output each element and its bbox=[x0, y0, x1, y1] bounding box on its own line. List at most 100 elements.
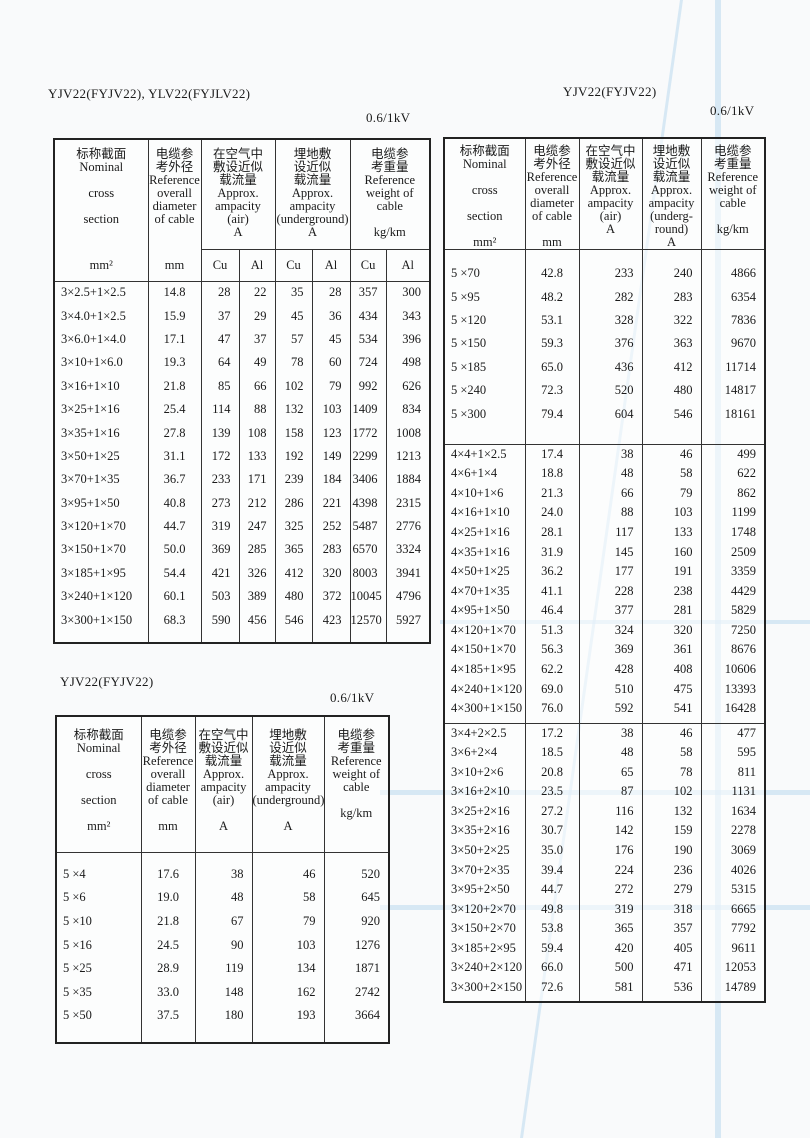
cell-value: 35 bbox=[274, 281, 313, 305]
cell-value: 37 bbox=[238, 327, 276, 352]
cell-value: 24.0 bbox=[524, 503, 580, 523]
spacer-cell bbox=[53, 631, 149, 643]
cell-value: 13393 bbox=[700, 679, 766, 699]
cell-section: 3×4+2×2.5 bbox=[443, 722, 526, 743]
cell-value: 79 bbox=[311, 374, 351, 398]
cell-value: 228 bbox=[578, 581, 643, 601]
cell-value: 79.4 bbox=[524, 402, 580, 426]
cell-value: 357 bbox=[349, 281, 387, 305]
cell-value: 72.3 bbox=[524, 378, 580, 403]
cell-value: 17.1 bbox=[147, 327, 202, 352]
cell-value: 142 bbox=[578, 821, 643, 841]
cell-value: 59.4 bbox=[524, 938, 580, 959]
cell-value: 2776 bbox=[385, 514, 431, 539]
cell-value: 626 bbox=[385, 374, 431, 398]
cell-value: 281 bbox=[641, 600, 702, 621]
cell-value: 595 bbox=[700, 742, 766, 763]
cell-value: 283 bbox=[311, 538, 351, 562]
cell-value: 238 bbox=[641, 581, 702, 601]
cell-value: 500 bbox=[578, 958, 643, 978]
table-row: 3×4.0+1×2.5 15.9 37 29 45 36 434 343 bbox=[53, 304, 431, 328]
cell-value: 1884 bbox=[385, 468, 431, 492]
cell-value: 12053 bbox=[700, 958, 766, 978]
cell-value: 28 bbox=[200, 281, 240, 305]
table-row: 3×50+2×25 35.0 176 190 3069 bbox=[443, 840, 766, 861]
cell-value: 66 bbox=[578, 483, 643, 504]
cell-section: 3×25+1×16 bbox=[53, 397, 149, 422]
cell-value: 361 bbox=[641, 640, 702, 660]
cell-value: 8003 bbox=[349, 561, 387, 586]
cell-value: 536 bbox=[641, 977, 702, 998]
cell-value: 37 bbox=[200, 304, 240, 328]
cell-value: 58 bbox=[641, 463, 702, 484]
cell-value: 2278 bbox=[700, 821, 766, 841]
cell-section: 4×95+1×50 bbox=[443, 600, 526, 621]
cell-section: 3×95+2×50 bbox=[443, 879, 526, 900]
cell-value: 42.8 bbox=[524, 262, 580, 286]
cell-value: 343 bbox=[385, 304, 431, 328]
cell-section: 3×50+1×25 bbox=[53, 444, 149, 469]
cell-value: 412 bbox=[274, 561, 313, 586]
cell-value: 328 bbox=[578, 308, 643, 333]
cell-value: 2315 bbox=[385, 491, 431, 515]
cell-value: 44.7 bbox=[524, 879, 580, 900]
cell-value: 117 bbox=[578, 522, 643, 543]
cell-section: 4×240+1×120 bbox=[443, 679, 526, 699]
cell-section: 3×16+2×10 bbox=[443, 781, 526, 802]
cell-value: 6570 bbox=[349, 538, 387, 562]
cell-value: 421 bbox=[200, 561, 240, 586]
cell-value: 79 bbox=[251, 909, 325, 934]
cell-value: 119 bbox=[194, 956, 253, 981]
table-row: 3×70+2×35 39.4 224 236 4026 bbox=[443, 860, 766, 880]
cell-value: 38 bbox=[578, 722, 643, 743]
table-row: 3×4+2×2.5 17.2 38 46 477 bbox=[443, 722, 766, 743]
table2-title: YJV22(FYJV22) bbox=[563, 84, 657, 99]
cell-value: 5487 bbox=[349, 514, 387, 539]
cell-value: 239 bbox=[274, 468, 313, 492]
cell-value: 180 bbox=[194, 1004, 253, 1028]
cell-value: 6354 bbox=[700, 285, 766, 309]
table-row: 5 ×16 24.5 90 103 1276 bbox=[55, 933, 390, 957]
header-section: 标称截面 Nominal cross section mm² bbox=[55, 716, 142, 853]
cell-value: 412 bbox=[641, 355, 702, 379]
cell-value: 645 bbox=[323, 886, 390, 910]
cell-value: 57 bbox=[274, 327, 313, 352]
spacer-cell bbox=[578, 997, 643, 1003]
cell-value: 2299 bbox=[349, 444, 387, 469]
cell-value: 103 bbox=[311, 397, 351, 422]
cell-value: 4398 bbox=[349, 491, 387, 515]
cell-value: 480 bbox=[641, 378, 702, 403]
cell-value: 18.8 bbox=[524, 463, 580, 484]
cell-value: 18.5 bbox=[524, 742, 580, 763]
header-air: 在空气中 敷设近似 载流量 Approx. ampacity (air) A bbox=[578, 138, 643, 250]
table-row: 3×25+1×16 25.4 114 88 132 103 1409 834 bbox=[53, 397, 431, 422]
table-row: 5 ×50 37.5 180 193 3664 bbox=[55, 1004, 390, 1028]
spacer-cell bbox=[140, 1027, 196, 1043]
cell-section: 5 ×16 bbox=[55, 933, 142, 957]
cell-value: 27.2 bbox=[524, 801, 580, 822]
cell-value: 69.0 bbox=[524, 679, 580, 699]
cell-value: 46 bbox=[641, 722, 702, 743]
table-row: 3×50+1×25 31.1 172 133 192 149 2299 1213 bbox=[53, 444, 431, 469]
cell-value: 45 bbox=[274, 304, 313, 328]
table-row: 3×240+1×120 60.1 503 389 480 372 10045 4796 bbox=[53, 585, 431, 609]
cell-section: 4×120+1×70 bbox=[443, 620, 526, 641]
cell-value: 252 bbox=[311, 514, 351, 539]
cell-value: 233 bbox=[200, 468, 240, 492]
cell-value: 4026 bbox=[700, 860, 766, 880]
cell-value: 520 bbox=[578, 378, 643, 403]
cell-value: 10045 bbox=[349, 585, 387, 609]
cell-value: 247 bbox=[238, 514, 276, 539]
cell-value: 236 bbox=[641, 860, 702, 880]
cell-value: 102 bbox=[274, 374, 313, 398]
table-row: 5 ×10 21.8 67 79 920 bbox=[55, 909, 390, 934]
cell-value: 325 bbox=[274, 514, 313, 539]
cell-section: 4×10+1×6 bbox=[443, 483, 526, 504]
cell-value: 480 bbox=[274, 585, 313, 609]
spacer-cell bbox=[524, 249, 580, 262]
cell-value: 58 bbox=[251, 886, 325, 910]
cell-value: 475 bbox=[641, 679, 702, 699]
cell-value: 103 bbox=[251, 933, 325, 957]
table-row: 3×16+2×10 23.5 87 102 1131 bbox=[443, 781, 766, 802]
spacer-cell bbox=[194, 852, 253, 863]
